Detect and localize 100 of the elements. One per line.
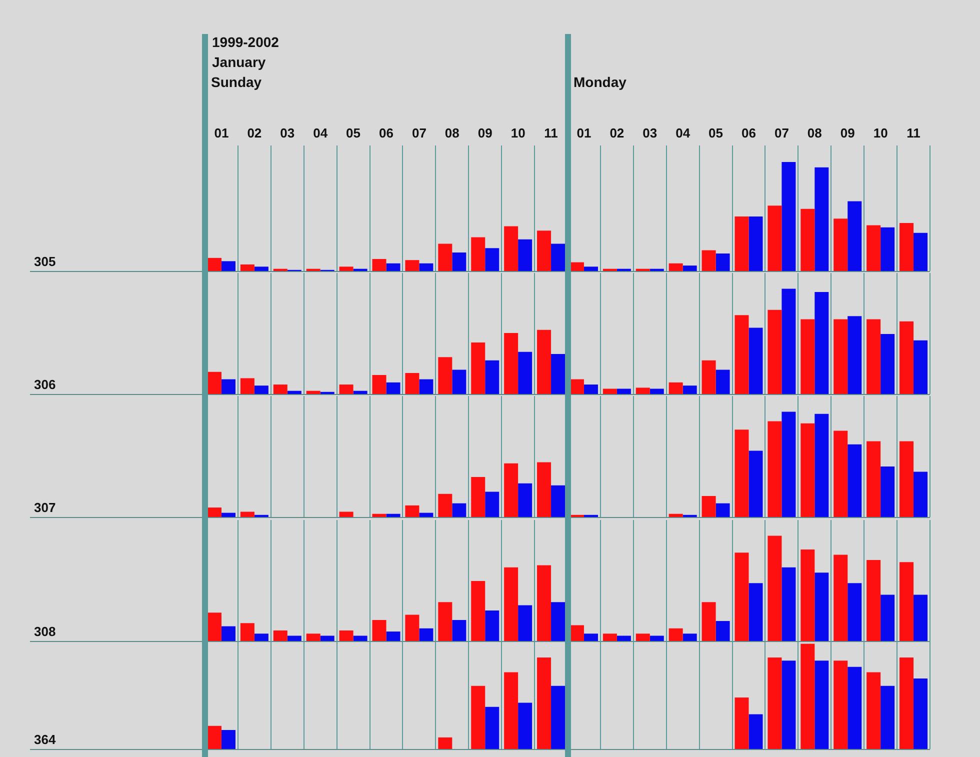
text: Sunday — [211, 74, 262, 90]
x-tick-label: 03 — [642, 125, 658, 140]
bar — [584, 634, 598, 641]
bar — [504, 567, 518, 641]
bar — [782, 162, 796, 271]
bar — [734, 697, 749, 749]
bar — [537, 230, 552, 271]
bar — [221, 379, 236, 394]
bar — [372, 375, 386, 394]
bar — [419, 628, 434, 641]
bar — [866, 560, 881, 641]
bar — [848, 666, 862, 749]
y-axis-title: 308 — [34, 624, 56, 640]
bar — [452, 370, 466, 394]
bar — [734, 552, 749, 641]
bar — [900, 223, 914, 271]
bar — [866, 441, 881, 517]
bar — [834, 319, 848, 394]
bar — [768, 421, 782, 517]
bar — [866, 319, 881, 394]
bar — [306, 634, 320, 641]
bar — [848, 583, 862, 641]
bar — [471, 686, 486, 749]
x-tick-label: 11 — [906, 125, 920, 140]
x-tick-label: 03 — [280, 125, 295, 140]
bar — [438, 737, 452, 749]
bar — [734, 315, 749, 394]
bar — [616, 388, 631, 394]
x-tick-label: 01 — [214, 125, 229, 140]
bar — [814, 167, 829, 271]
bar — [570, 262, 584, 271]
bar — [768, 206, 782, 271]
bar — [537, 657, 552, 749]
bar — [551, 602, 566, 641]
bar — [880, 594, 895, 641]
bar — [814, 660, 829, 749]
bar — [485, 610, 500, 641]
bar — [419, 263, 434, 271]
bar — [254, 634, 268, 641]
bar — [551, 485, 566, 517]
bar — [240, 623, 254, 641]
bar — [650, 388, 664, 394]
bar — [702, 360, 716, 394]
bar — [682, 386, 697, 394]
bar — [339, 384, 354, 394]
y-axis-title: 364 — [34, 732, 56, 748]
bar — [471, 581, 486, 641]
bar — [551, 354, 566, 394]
bar — [900, 441, 914, 517]
bar — [386, 632, 400, 641]
bar — [518, 352, 532, 394]
bar — [221, 261, 236, 271]
bar — [782, 412, 796, 517]
bar — [848, 201, 862, 271]
bar — [570, 379, 584, 394]
bar — [537, 565, 552, 641]
x-tick-label: 09 — [478, 125, 492, 140]
bar — [682, 634, 697, 641]
bar — [273, 384, 288, 394]
bar — [584, 266, 598, 271]
bar — [768, 310, 782, 394]
bar — [800, 423, 815, 517]
bar — [221, 730, 236, 749]
bar — [452, 620, 466, 641]
bar — [207, 372, 222, 394]
bar — [339, 630, 354, 641]
y-axis-title: 305 — [34, 254, 56, 270]
bar — [518, 483, 532, 517]
x-tick-label: 06 — [379, 125, 394, 140]
bar — [814, 414, 829, 517]
text: Monday — [574, 74, 626, 90]
bar — [240, 264, 254, 271]
bar — [240, 378, 254, 394]
bar — [372, 620, 386, 641]
bar — [702, 496, 716, 517]
x-tick-label: 05 — [346, 125, 361, 140]
bar — [287, 390, 302, 394]
bar — [702, 602, 716, 641]
bar — [900, 321, 914, 394]
bar — [485, 706, 500, 749]
bar — [834, 660, 848, 749]
x-tick-label: 08 — [444, 125, 460, 140]
bar — [518, 239, 532, 271]
y-axis-title: 306 — [34, 377, 56, 392]
bar — [320, 636, 334, 641]
bar — [471, 237, 486, 271]
bar — [221, 512, 236, 517]
bar — [782, 567, 796, 641]
bar — [650, 636, 664, 641]
bar — [240, 512, 254, 517]
bar — [452, 252, 466, 271]
bar — [782, 660, 796, 749]
bar — [438, 602, 452, 641]
bar — [768, 536, 782, 641]
bar — [207, 612, 222, 641]
bar — [834, 430, 848, 517]
bar — [716, 503, 730, 517]
bar — [485, 492, 500, 517]
chart-title: 1999-2002 — [212, 34, 279, 50]
x-tick-label: 06 — [742, 125, 756, 140]
